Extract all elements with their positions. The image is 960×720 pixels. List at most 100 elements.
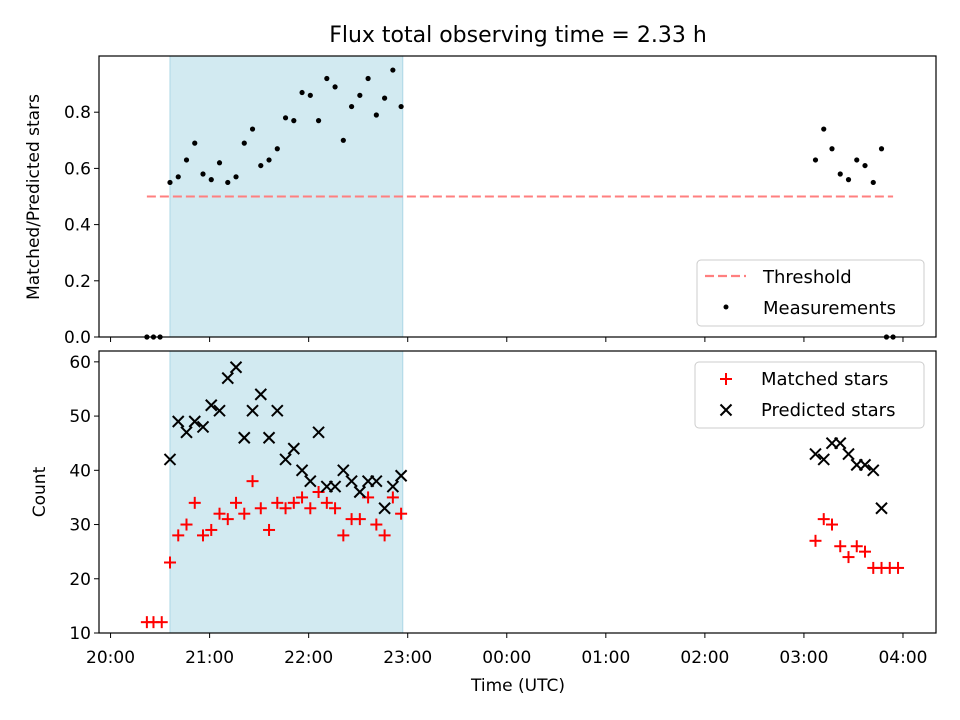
- legend-matched-swatch: [720, 373, 732, 385]
- predicted-star-point: [809, 447, 822, 461]
- matched-star-point: [230, 496, 243, 509]
- y-tick-label: 40: [69, 461, 91, 481]
- matched-star-point: [386, 491, 399, 504]
- measurement-point: [812, 157, 819, 163]
- measurement-point: [266, 157, 272, 163]
- legend-matched-label: Matched stars: [761, 369, 888, 390]
- measurement-point: [315, 118, 322, 124]
- x-tick-label: 21:00: [185, 648, 234, 668]
- measurement-point: [348, 103, 355, 110]
- matched-star-point: [263, 523, 276, 536]
- ratio-x-ticks: [110, 337, 904, 342]
- predicted-star-point: [875, 502, 888, 515]
- observing-span: [169, 350, 404, 634]
- measurement-point: [870, 179, 876, 186]
- count-panel-frame: [98, 350, 937, 634]
- ratio-legend-box: [696, 259, 925, 327]
- y-tick-label: 20: [69, 570, 91, 590]
- matched-star-points: [140, 475, 905, 629]
- measurement-point: [398, 103, 404, 110]
- matched-star-point: [197, 529, 210, 542]
- measurement-point: [225, 179, 231, 186]
- predicted-star-point: [196, 420, 210, 434]
- ratio-panel-frame: [98, 55, 937, 338]
- measurement-point: [258, 162, 264, 169]
- matched-star-point: [337, 529, 350, 542]
- predicted-star-point: [238, 431, 251, 444]
- matched-star-point: [378, 529, 391, 542]
- matched-star-point: [395, 507, 408, 520]
- y-tick-label: 50: [69, 407, 91, 427]
- measurement-point: [382, 95, 388, 101]
- predicted-star-point: [295, 464, 309, 477]
- legend-predicted-label: Predicted stars: [761, 400, 895, 421]
- predicted-star-point: [386, 480, 400, 493]
- predicted-star-point: [370, 474, 383, 488]
- predicted-star-point: [172, 415, 185, 428]
- y-tick-label: 10: [69, 624, 91, 644]
- matched-star-point: [834, 540, 847, 553]
- measurement-point: [233, 174, 239, 180]
- predicted-star-point: [205, 399, 218, 412]
- matched-star-point: [370, 518, 383, 531]
- predicted-star-point: [817, 453, 830, 466]
- ratio-y-ticks: 0.0 0.2 0.4 0.6 0.8: [64, 103, 99, 348]
- measurement-point: [854, 157, 860, 163]
- count-legend-box: [694, 361, 925, 429]
- measurement-point: [332, 84, 338, 90]
- x-axis-label: Time (UTC): [470, 676, 565, 696]
- predicted-star-point: [287, 442, 301, 455]
- legend-threshold-label: Threshold: [762, 267, 852, 288]
- matched-star-point: [221, 513, 234, 526]
- measurement-point: [167, 179, 173, 186]
- matched-star-point: [329, 502, 342, 515]
- observing-span: [169, 55, 404, 338]
- measurement-point: [357, 92, 363, 98]
- predicted-star-point: [213, 404, 226, 417]
- measurement-point: [324, 75, 330, 82]
- matched-star-point: [859, 545, 872, 558]
- measurement-point: [291, 118, 297, 124]
- matched-star-point: [246, 475, 259, 488]
- matched-star-point: [279, 502, 292, 515]
- x-tick-label: 01:00: [581, 648, 630, 668]
- predicted-star-point: [394, 469, 408, 482]
- count-panel: 10 20 30 40 50 60 20:00 21:00 22:00 23:00 00:00 01…: [30, 350, 937, 696]
- ratio-y-axis-label: Matched/Predicted stars: [24, 94, 44, 300]
- predicted-star-point: [858, 458, 872, 472]
- measurement-point: [845, 177, 852, 183]
- y-tick-label: 0.0: [64, 328, 91, 348]
- matched-star-point: [271, 496, 284, 509]
- y-tick-label: 0.4: [64, 216, 91, 236]
- matched-star-point: [825, 518, 838, 531]
- y-tick-label: 30: [69, 516, 91, 536]
- count-legend: Matched stars Predicted stars: [694, 361, 925, 429]
- measurement-point: [282, 115, 289, 121]
- measurement-point: [274, 146, 280, 152]
- measurement-point: [365, 75, 371, 82]
- count-x-ticks: 20:00 21:00 22:00 23:00 00:00 01:00 02:00 03:00…: [86, 633, 927, 668]
- measurement-point: [249, 126, 256, 132]
- predicted-star-point: [337, 464, 350, 477]
- predicted-star-point: [842, 447, 855, 461]
- observing-span-rect: [169, 55, 404, 338]
- matched-star-point: [155, 616, 168, 629]
- predicted-star-point: [262, 431, 276, 444]
- x-tick-label: 22:00: [284, 648, 333, 668]
- x-tick-label: 20:00: [86, 648, 135, 668]
- measurement-point: [373, 112, 379, 118]
- legend-measurement-label: Measurements: [763, 298, 896, 319]
- x-tick-label: 04:00: [878, 648, 927, 668]
- measurement-point: [340, 137, 346, 143]
- matched-star-point: [353, 513, 366, 526]
- matched-star-point: [254, 502, 267, 515]
- matched-star-point: [205, 523, 218, 536]
- matched-star-point: [304, 502, 317, 515]
- predicted-star-point: [312, 426, 325, 439]
- matched-star-point: [892, 561, 905, 574]
- measurement-point: [862, 162, 868, 169]
- measurement-point: [175, 174, 181, 180]
- measurement-point: [208, 177, 214, 183]
- predicted-star-point: [378, 502, 391, 515]
- measurement-point: [390, 67, 396, 73]
